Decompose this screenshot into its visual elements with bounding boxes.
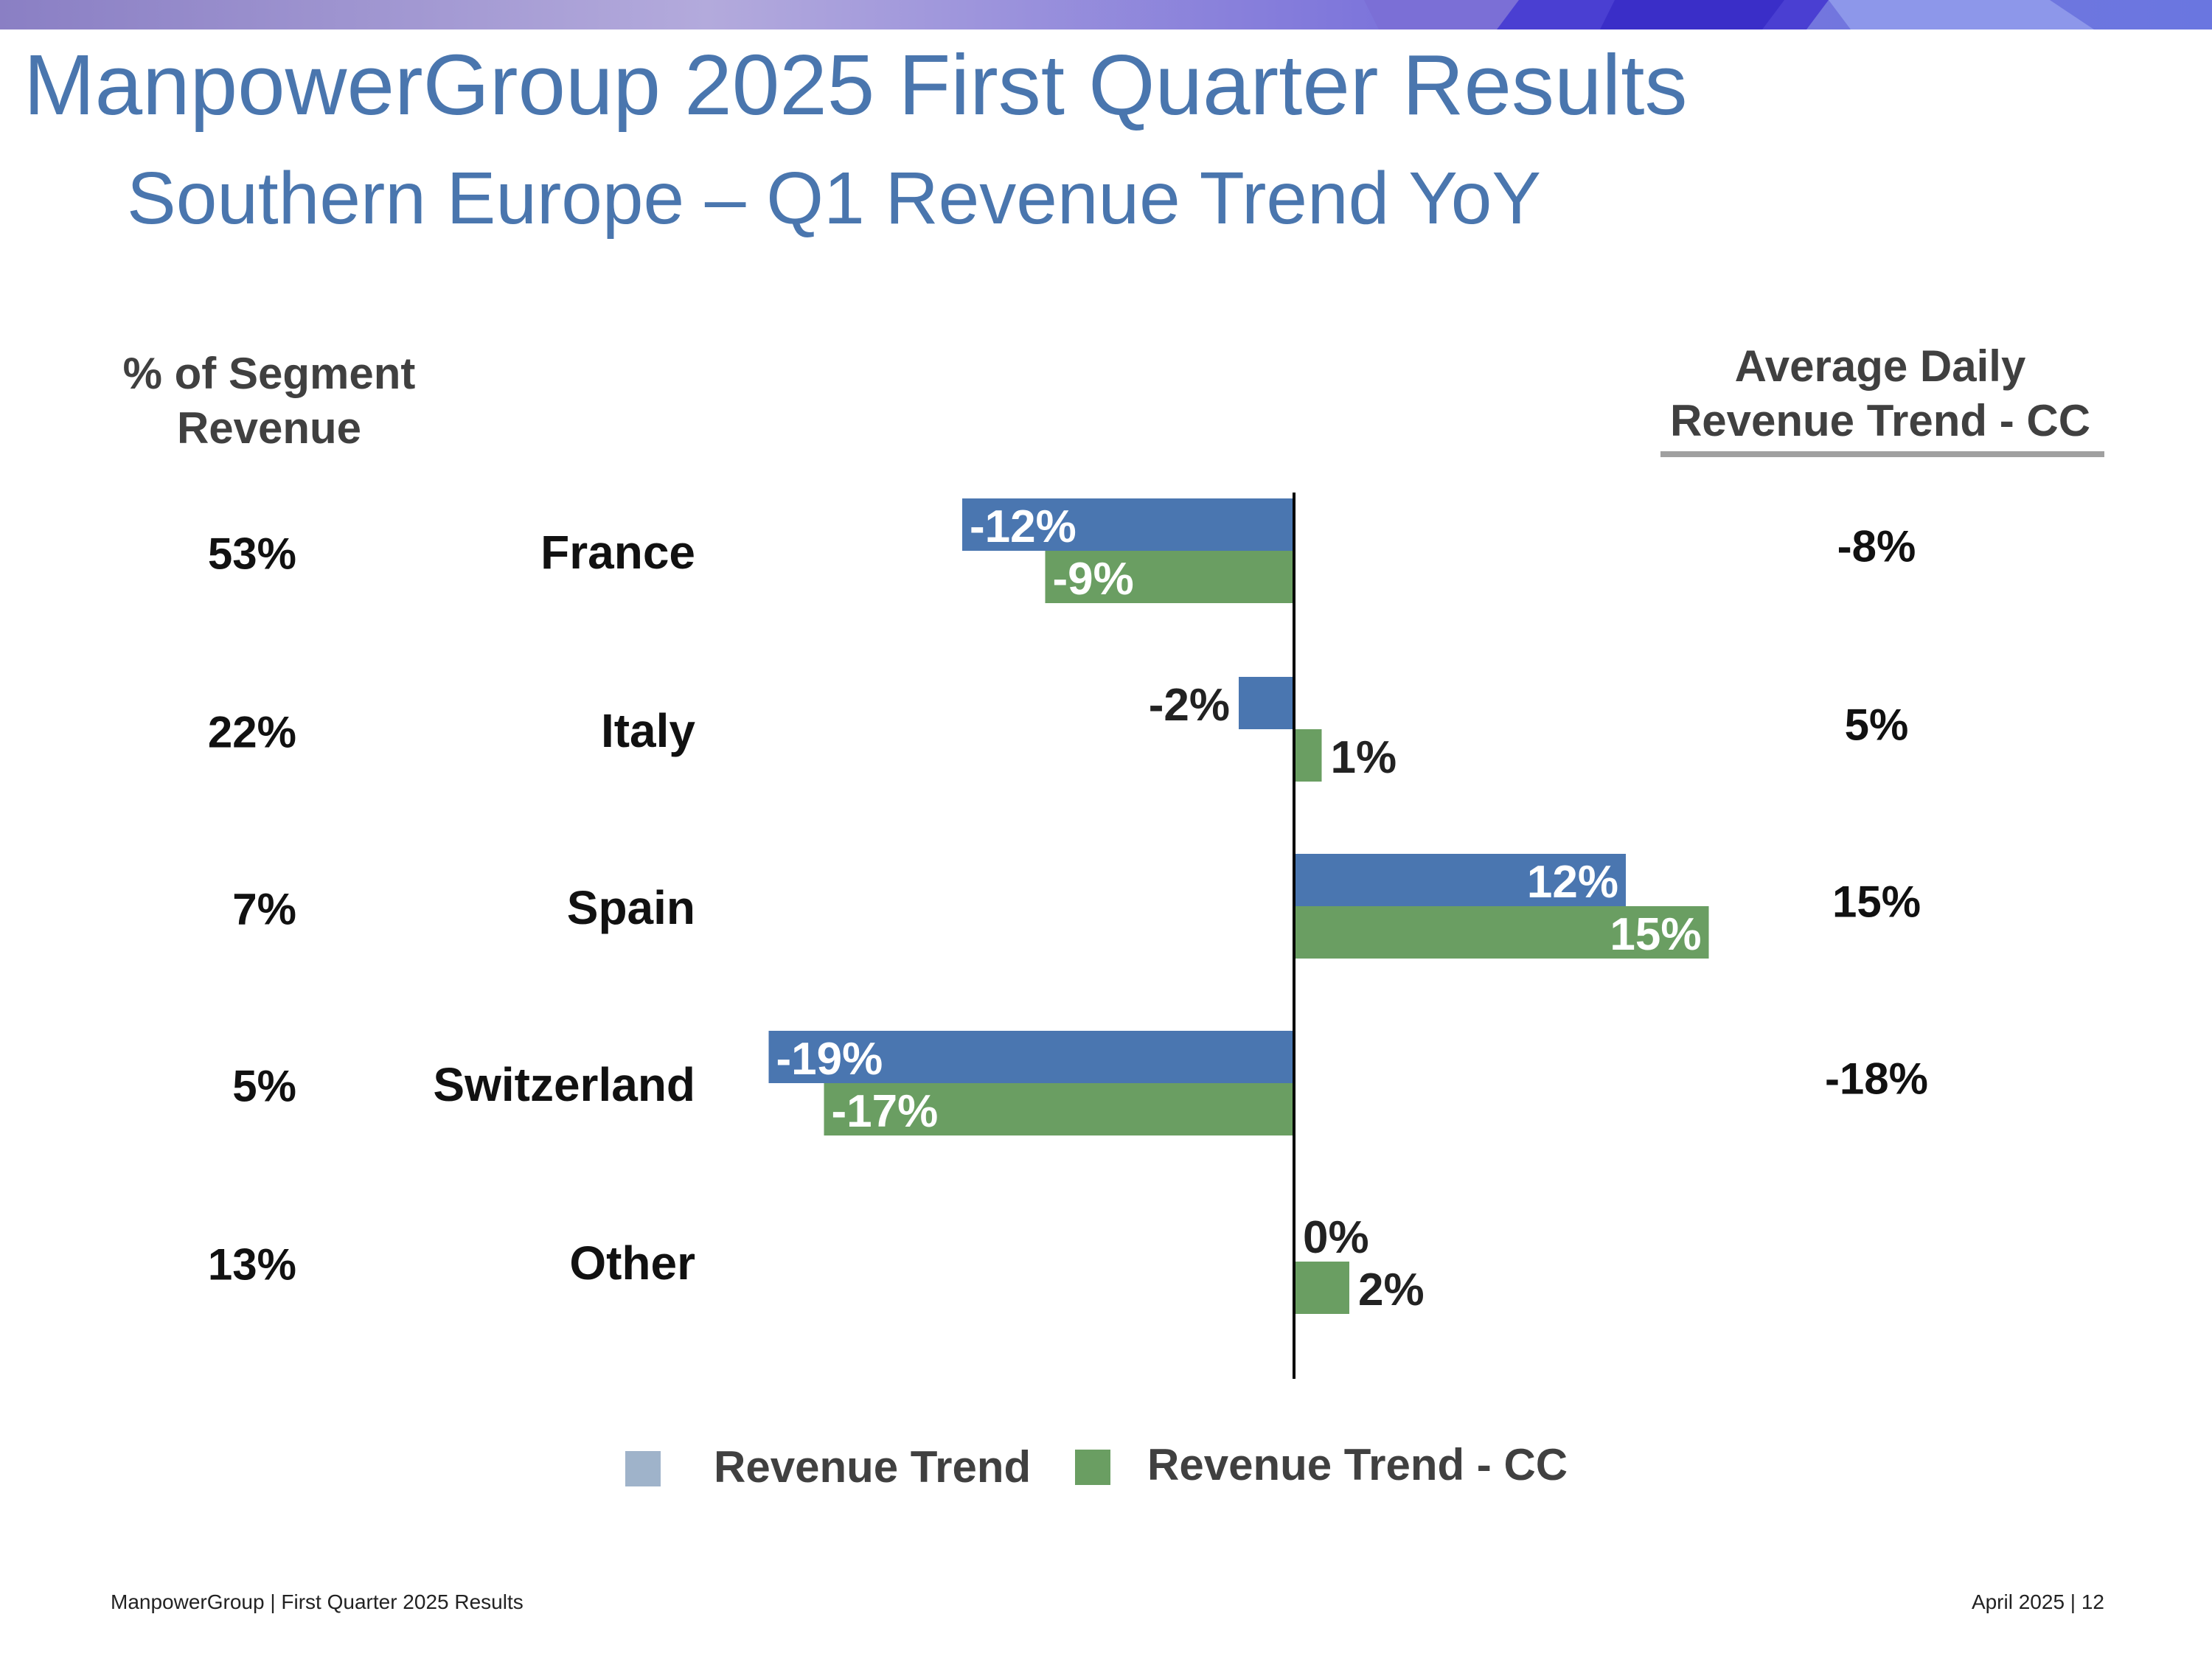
bar-label-revenue-trend-cc-spain: 15% [1610, 909, 1701, 960]
bar-label-revenue-trend-cc-italy: 1% [1331, 732, 1397, 783]
legend-label-revenue-trend-cc: Revenue Trend - CC [1147, 1440, 1568, 1489]
legend-swatch-revenue-trend-cc [1075, 1450, 1110, 1485]
bar-label-revenue-trend-cc-france: -9% [1053, 554, 1134, 605]
footer-left: ManpowerGroup | First Quarter 2025 Resul… [111, 1590, 524, 1613]
avg-daily-trend-spain: 15% [1832, 877, 1921, 927]
bar-label-revenue-trend-other: 0% [1303, 1212, 1369, 1263]
segment-share-header: % of Segment Revenue [122, 349, 416, 453]
bar-label-revenue-trend-switzerland: -19% [776, 1034, 883, 1085]
category-label-other: Other [569, 1237, 695, 1290]
bar-label-revenue-trend-cc-other: 2% [1358, 1265, 1425, 1315]
top-banner [0, 0, 2212, 29]
average-daily-trend-header: Average Daily Revenue Trend - CC [1669, 341, 2091, 445]
bar-label-revenue-trend-france: -12% [970, 501, 1077, 552]
bar-revenue-trend-cc-italy [1294, 729, 1322, 782]
category-label-switzerland: Switzerland [433, 1058, 695, 1111]
segment-share-spain: 7% [232, 885, 296, 934]
bar-revenue-trend-cc-switzerland [824, 1083, 1294, 1135]
segment-share-switzerland: 5% [232, 1062, 296, 1111]
bar-revenue-trend-spain [1294, 854, 1626, 906]
bar-revenue-trend-cc-france [1045, 551, 1294, 603]
category-label-spain: Spain [567, 881, 695, 934]
bar-label-revenue-trend-spain: 12% [1527, 857, 1618, 908]
bar-revenue-trend-switzerland [768, 1031, 1294, 1083]
header-underline [1660, 451, 2104, 457]
legend-label-revenue-trend: Revenue Trend [714, 1442, 1032, 1492]
avg-daily-trend-switzerland: -18% [1825, 1054, 1928, 1104]
bar-revenue-trend-france [962, 498, 1294, 551]
bar-revenue-trend-cc-other [1294, 1262, 1349, 1314]
legend-swatch-revenue-trend [625, 1451, 661, 1486]
avg-daily-trend-italy: 5% [1845, 700, 1909, 750]
page-subtitle: Southern Europe – Q1 Revenue Trend YoY [127, 157, 1542, 240]
segment-share-italy: 22% [208, 708, 296, 757]
bar-revenue-trend-italy [1239, 677, 1294, 729]
category-label-italy: Italy [601, 704, 695, 757]
bar-revenue-trend-cc-spain [1294, 906, 1709, 959]
avg-daily-trend-france: -8% [1837, 522, 1916, 571]
revenue-trend-chart: 53% France -8% -12%-9% 22% Italy 5% -2% 1% 7% Spai… [208, 493, 1928, 1379]
category-label-france: France [540, 526, 695, 579]
page-title: ManpowerGroup 2025 First Quarter Results [24, 37, 1688, 133]
footer-right: April 2025 | 12 [1971, 1590, 2104, 1613]
segment-share-france: 53% [208, 529, 296, 579]
segment-share-other: 13% [208, 1240, 296, 1290]
bar-label-revenue-trend-cc-switzerland: -17% [832, 1086, 939, 1137]
bar-label-revenue-trend-italy: -2% [1149, 680, 1230, 731]
